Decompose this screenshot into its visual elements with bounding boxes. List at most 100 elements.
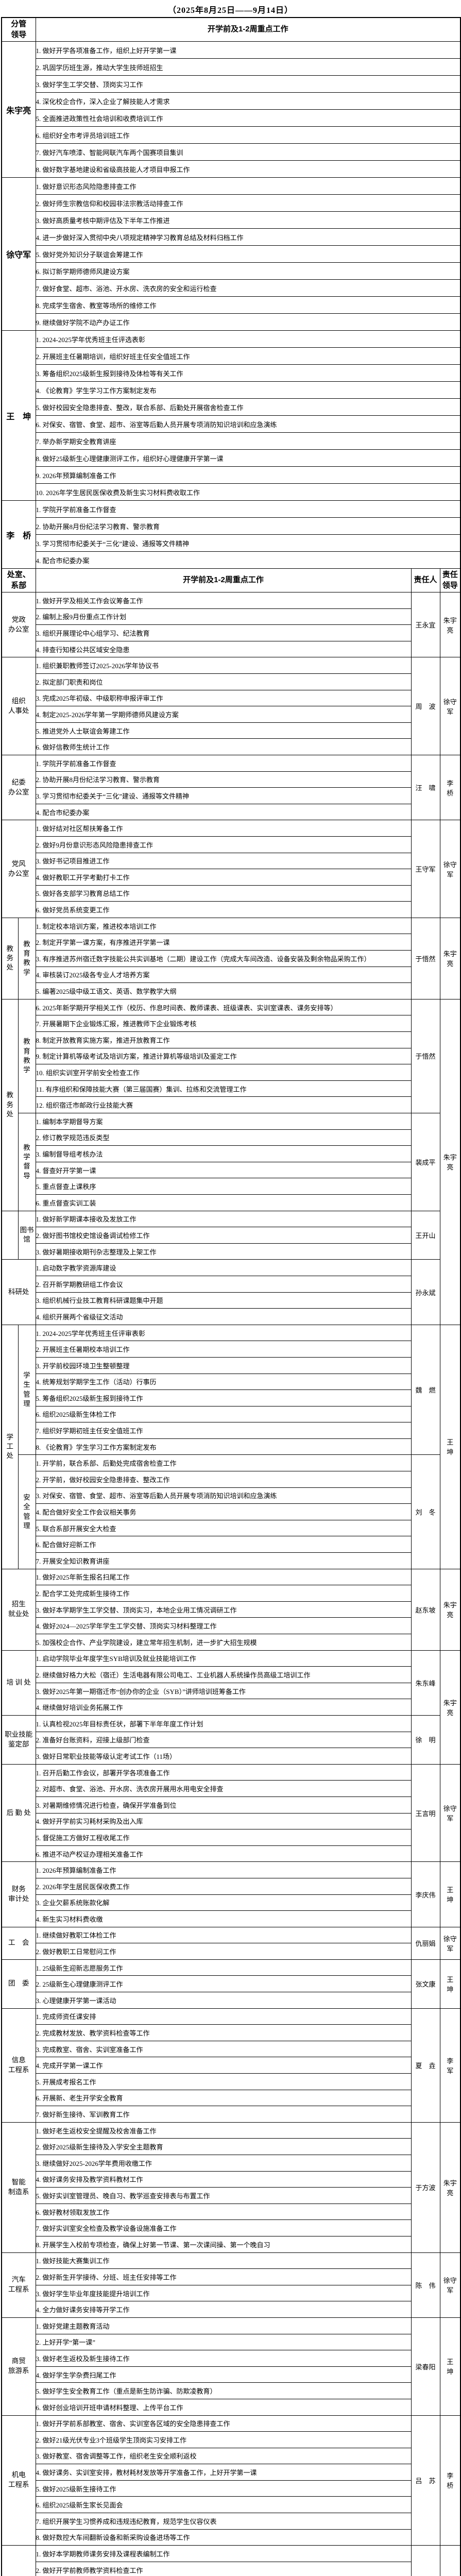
dept-task-row: 4. 配合做好安全工作会议相关事务 <box>2 1503 460 1520</box>
dept-task-row: 3. 做好学生毕业年度技能提升培训工作 <box>2 2284 460 2302</box>
owner-cell: 王永宜 <box>411 591 440 658</box>
dept-task-row: 信息 工程系 1. 完成师资任课安排夏 垚李 军 <box>1 2008 461 2123</box>
task-cell: 1. 启动数字教学资源库建设 <box>35 1259 412 1276</box>
dept-task-row: 3. 完成2025年初级、中级职称申报评审工作 <box>2 689 460 707</box>
dept-task-row: 8. 做好数控大车间翻新设备和新采购设备进场等工作 <box>2 2529 460 2546</box>
task-cell: 2. 巩固学历班生源，推动大学生技师班招生 <box>35 58 461 76</box>
resp-leader-cell: 朱宇亮 <box>439 2122 461 2253</box>
owner-cell: 周 波 <box>411 657 440 755</box>
dept-task-row: 工 会 1. 继续做好教职工体检工作 仇丽娟 徐守军 <box>1 1926 461 1960</box>
task-cell: 1. 2026年预算编制准备工作 <box>35 1861 412 1878</box>
owner-cell: 裴成平 <box>411 1113 440 1211</box>
task-cell: 1. 组织兼职教师签订2025-2026学年协议书 <box>35 657 412 674</box>
leader-task-row: 3. 筹备组织2025级新生报到接待及体检等有关工作 <box>2 364 461 382</box>
dept-task-row: 4. 统筹规划学期学生工作（活动）行事历 <box>2 1373 460 1391</box>
dept-task-row: 2. 对超市、食堂、浴池、开水房、洗衣房开展用水用电安全排查 <box>2 1780 460 1797</box>
resp-leader-cell: 朱宇亮 <box>439 1650 461 1765</box>
leader-task-row: 2. 巩固学历班生源，推动大学生技师班招生 <box>2 58 461 76</box>
sub-dept-cell: 教 学 督 导 <box>18 1113 36 1211</box>
dept-task-row: 图书 馆 1. 做好新学期课本接收及发放工作 王开山 <box>1 1210 460 1260</box>
task-cell: 3. 做好日常职业技能等级认定考试工作（11场） <box>35 1748 412 1765</box>
dept-cell: 职业技能 鉴定部 <box>1 1715 36 1765</box>
dept-task-row: 3. 继续做好2025-2026学年费用收缴工作 <box>2 2155 460 2172</box>
dept-task-row: 党政 办公室 1. 做好开学及相关工作会议筹备工作 王永宜 朱宇亮 <box>1 591 461 658</box>
owner-cell: 王开山 <box>411 1210 440 1260</box>
task-cell: 2. 做好2025级新生接待及入学安全主题教育 <box>35 2138 412 2155</box>
owner-cell: 夏 垚 <box>411 2008 440 2123</box>
leader-task-row: 徐守军 1. 做好意识形态风险隐患排查工作 <box>1 177 461 331</box>
dept-task-row: 汽车 工程系 1. 做好技能大赛集训工作陈 伟徐守军 <box>1 2252 461 2318</box>
task-cell: 1. 做好本学期教师课务安排及课程表编制工作 <box>35 2545 412 2562</box>
dept-task-row: 职业技能 鉴定部 1. 认真检视2025年目标责任状，部署下半年年度工作计划徐 明 <box>1 1715 460 1765</box>
resp-leader-cell: 徐守军 <box>439 1764 461 1862</box>
task-cell: 4. 做好开学前实习耗材采购及出入库 <box>35 1812 412 1830</box>
task-cell: 4. 制定2025-2026学年第一学期师德师风建设方案 <box>35 706 412 723</box>
dept-task-row: 2. 准备好台账资料，迎接上级部门检查 <box>2 1731 460 1749</box>
task-cell: 4. 新生实习材料费收缴 <box>35 1910 412 1927</box>
dept-task-row: 5. 重点督查上课秩序 <box>2 1178 460 1195</box>
dept-task-row: 4. 完成开学第一课工作 <box>2 2057 460 2074</box>
owner-cell: 邓跃海 <box>411 2545 440 2576</box>
task-cell: 3. 做好学生工学交替、顶岗实习工作 <box>35 75 461 93</box>
task-cell: 3. 做好学生毕业年度技能提升培训工作 <box>35 2284 412 2302</box>
task-cell: 7. 做好食堂、超市、浴池、开水房、洗衣房的安全和运行检查 <box>35 279 461 297</box>
dept-task-row: 2. 开学前，做好校园安全隐患排查、整改工作 <box>2 1471 460 1488</box>
resp-leader-cell: 徐守军 <box>439 2252 461 2318</box>
task-cell: 2. 编制上报9月份重点工作计划 <box>35 608 412 625</box>
task-cell: 11. 有序组织和保障技能大赛（第三届国赛）集训、拉练和交流管理工作 <box>35 1080 412 1097</box>
leader-task-row: 7. 举办新学期安全教育讲座 <box>2 432 461 450</box>
task-cell: 3. 做好教室、宿舍调整等工作，组织老生安全顺利返校 <box>35 2447 412 2465</box>
task-cell: 1. 继续做好教职工体检工作 <box>35 1926 412 1944</box>
task-cell: 3. 学习贯彻市纪委关于“三化”建设、通报等文件精神 <box>35 534 461 552</box>
task-cell: 2. 召开新学期教研组工作会议 <box>35 1275 412 1293</box>
resp-leader-cell: 朱宇亮 <box>439 2545 461 2576</box>
task-cell: 3. 做好高质量考核中期评估及下半年工作推进 <box>35 211 461 229</box>
dept-cell: 工 会 <box>1 1926 36 1960</box>
task-cell: 1. 做好开学各项准备工作，组织上好开学第一课 <box>35 41 461 59</box>
dept-task-row: 3. 编制督导组考核办法 <box>2 1145 460 1162</box>
task-cell: 1. 做好意识形态风险隐患排查工作 <box>35 177 461 195</box>
task-cell: 6. 推进不动产权证办理相关准备工作 <box>35 1845 412 1862</box>
task-cell: 1. 做好开学及相关工作会议筹备工作 <box>35 592 412 609</box>
task-cell: 7. 做好实训室安全检查及教学设备设施准备工作 <box>35 2219 412 2236</box>
dept-task-row: 3. 完成教室、宿舍、实训室准备工作 <box>2 2040 460 2058</box>
task-cell: 3. 开学前校园环境卫生整顿整理 <box>35 1357 412 1374</box>
task-cell: 8. 完成学生宿舍、教室等场所的维修工作 <box>35 296 461 314</box>
leader-task-row: 9. 2026年预算编制准备工作 <box>2 466 461 484</box>
sub-dept-cell: 图书 馆 <box>18 1210 36 1260</box>
leader-task-row: 8. 完成学生宿舍、教室等场所的维修工作 <box>2 296 461 314</box>
task-cell: 6. 做好创业培训开班申请材料整理、上传平台工作 <box>35 2398 412 2416</box>
task-cell: 1. 2024-2025学年优秀班主任评审表彰 <box>35 1324 412 1342</box>
task-cell: 4. 做好课务安排及教学资料教材工作 <box>35 2171 412 2188</box>
work-schedule-table: 分管 领导 开学前及1-2周重点工作 朱宇亮 1. 做好开学各项准备工作，组织上好… <box>1 17 461 2576</box>
task-cell: 3. 做好本学期学生工学交替、顶岗实习，本地企业用工情况调研工作 <box>35 1601 412 1618</box>
resp-leader-cell: 朱宇亮 <box>439 917 461 999</box>
task-cell: 4. 进一步做好深入贯彻中央八项规定精神学习教育总结及材料归档工作 <box>35 228 461 246</box>
dept-task-row: 2. 做好图书馆校史馆设备调试检修工作 <box>2 1227 460 1244</box>
dept-task-row: 2. 做好2025级新生接待及入学安全主题教育 <box>2 2138 460 2155</box>
owner-cell: 于方波 <box>411 2122 440 2253</box>
task-cell: 3. 企业欠薪系统账款化解 <box>35 1894 412 1911</box>
task-cell: 1. 做好新学期课本接收及发放工作 <box>35 1210 412 1228</box>
dept-task-row: 6. 开展新、老生开学安全教育 <box>2 2089 460 2107</box>
task-cell: 2. 配合学工处完成新生接待工作 <box>35 1585 412 1602</box>
owner-cell: 于悟然 <box>411 998 440 1114</box>
leader-task-row: 2. 做好师生宗教信仰和校园非法宗教活动排查工作 <box>2 194 461 212</box>
dept-task-row: 5. 开展成考报名工作 <box>2 2073 460 2090</box>
task-cell: 5. 加强校企合作、产业学院建设，建立常年招生机制，进一步扩大招生规模 <box>35 1634 412 1651</box>
owner-cell: 于悟然 <box>411 917 440 999</box>
dept-task-row: 2. 修订教学规范违反类型 <box>2 1129 460 1146</box>
leader-task-row: 4. 进一步做好深入贯彻中央八项规定精神学习教育总结及材料归档工作 <box>2 228 461 246</box>
dept-task-row: 6. 组织2025级新生家长见面会 <box>2 2496 460 2514</box>
task-cell: 5. 做好各支部学习教育总结工作 <box>35 885 412 902</box>
dept-task-row: 2. 继续做好格力大松（宿迁）生活电器有限公司电工、工业机器人系统操作员高级工培… <box>2 1666 460 1683</box>
task-cell: 8. 做好25级新生心理健康测评工作，组织好心理健康开学第一课 <box>35 449 461 467</box>
leader-task-row: 2. 开展班主任暑期培训，组织好班主任安全值班工作 <box>2 347 461 365</box>
dept-task-row: 3. 开学前校园环境卫生整顿整理 <box>2 1357 460 1374</box>
task-cell: 3. 做好暑期接收期刊杂志整理及上架工作 <box>35 1243 412 1260</box>
dept-cell: 党风 办公室 <box>1 820 36 918</box>
dept-task-row: 4. 督查好开学第一课 <box>2 1161 460 1179</box>
task-cell: 5. 重点督查上课秩序 <box>35 1178 412 1195</box>
dept-task-row: 3. 做好教室、宿舍调整等工作，组织老生安全顺利返校 <box>2 2447 460 2465</box>
dept-task-row: 4. 做好学生学杂费扫尾工作 <box>2 2366 460 2383</box>
